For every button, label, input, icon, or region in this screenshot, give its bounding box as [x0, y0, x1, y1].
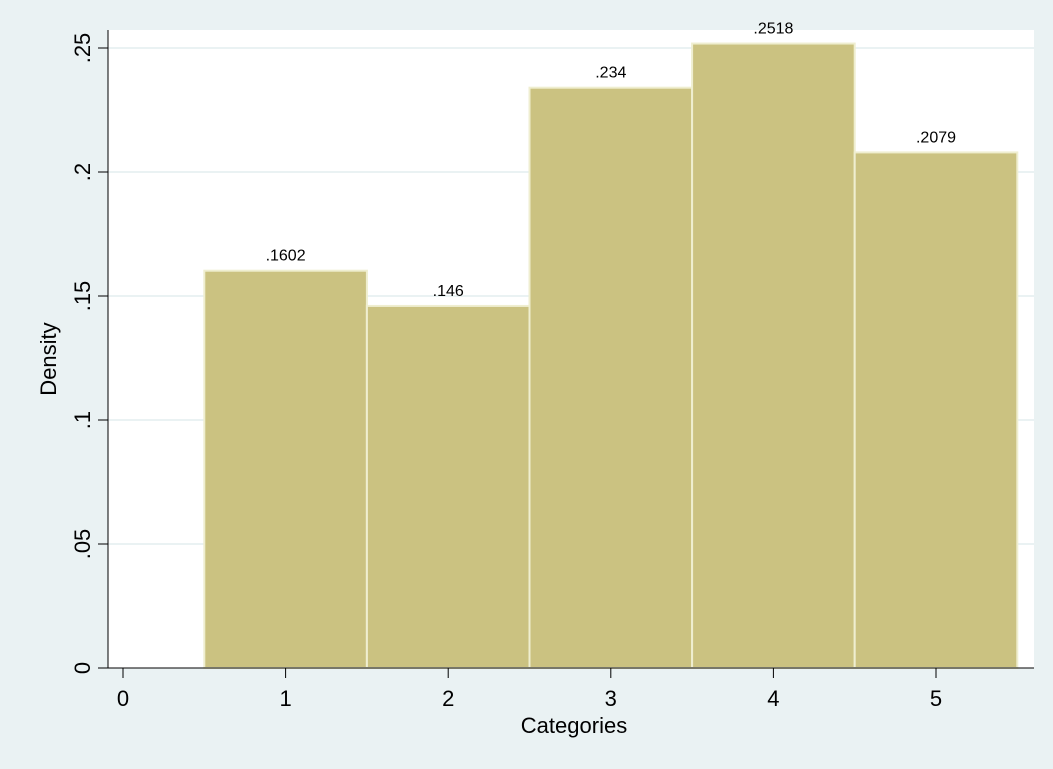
y-tick-label: .25 — [70, 33, 95, 64]
bar-2 — [365, 304, 531, 669]
bar-value-labels: .1602 .146 .234 .2518 .2079 — [266, 21, 957, 300]
y-tick-label: .1 — [70, 411, 95, 429]
x-tick-label: 2 — [442, 686, 454, 711]
bars — [203, 42, 1019, 670]
bar-3 — [528, 86, 694, 670]
bar-1 — [203, 269, 368, 669]
x-tick-label: 3 — [605, 686, 617, 711]
bar-value-label: .1602 — [266, 248, 306, 265]
x-tick-label: 4 — [767, 686, 779, 711]
y-tick-label: .05 — [70, 529, 95, 560]
bar-value-label: .2518 — [753, 21, 793, 38]
y-tick-label: .15 — [70, 281, 95, 312]
x-tick-label: 5 — [930, 686, 942, 711]
bar-5 — [853, 151, 1019, 669]
x-tick-label: 1 — [279, 686, 291, 711]
bar-value-label: .234 — [595, 65, 626, 82]
bar-value-label: .146 — [433, 283, 464, 300]
y-tick-label: 0 — [70, 662, 95, 674]
y-axis-title: Density — [36, 322, 61, 395]
y-tick-label: .2 — [70, 163, 95, 181]
x-tick-label: 0 — [117, 686, 129, 711]
axes: 0 .05 .1 .15 .2 .25 0 1 2 3 4 5 — [70, 30, 1034, 711]
x-axis-title: Categories — [521, 713, 627, 738]
bar-value-label: .2079 — [916, 129, 956, 146]
bar-4 — [691, 42, 856, 669]
